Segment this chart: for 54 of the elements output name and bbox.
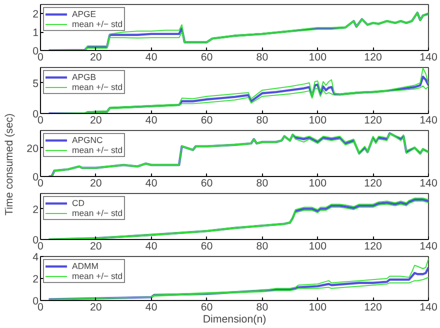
x-tick-label: 140 — [420, 114, 438, 126]
legend-label: mean +/− std — [72, 271, 123, 281]
x-tick-label: 40 — [145, 52, 158, 64]
x-tick-label: 100 — [308, 178, 327, 190]
y-axis-title: Time consumed (sec) — [3, 113, 16, 216]
legend-label: mean +/− std — [72, 208, 123, 218]
y-tick-label: 2 — [32, 204, 39, 216]
legend-label: APGB — [72, 72, 96, 82]
x-tick-label: 60 — [200, 52, 213, 64]
y-tick-label: 1 — [32, 27, 39, 40]
x-tick-label: 100 — [308, 302, 327, 314]
x-tick-label: 60 — [200, 240, 213, 252]
x-tick-label: 40 — [145, 240, 158, 252]
x-tick-label: 60 — [200, 178, 213, 190]
x-tick-label: 120 — [364, 302, 382, 314]
x-axis-title: Dimension(n) — [202, 314, 266, 326]
x-tick-label: 20 — [90, 114, 102, 126]
x-tick-label: 100 — [308, 114, 327, 126]
x-tick-label: 80 — [256, 240, 268, 252]
legend-label: mean +/− std — [72, 145, 123, 155]
x-tick-label: 80 — [256, 178, 268, 190]
legend-label: CD — [72, 198, 86, 208]
legend-label: APGE — [72, 9, 96, 19]
x-tick-label: 20 — [90, 52, 102, 64]
x-tick-label: 140 — [420, 178, 438, 190]
x-tick-label: 120 — [364, 52, 382, 64]
x-tick-label: 60 — [200, 114, 213, 126]
x-tick-label: 20 — [90, 302, 102, 314]
legend-label: ADMM — [72, 261, 98, 271]
x-tick-label: 80 — [256, 114, 268, 126]
y-tick-label: 2 — [32, 274, 39, 286]
x-tick-label: 100 — [308, 240, 327, 252]
x-tick-label: 20 — [90, 178, 102, 190]
x-tick-label: 60 — [200, 302, 213, 314]
x-tick-label: 120 — [364, 114, 382, 126]
x-tick-label: 140 — [420, 240, 438, 252]
x-tick-label: 100 — [308, 52, 327, 64]
x-tick-label: 40 — [145, 302, 158, 314]
x-tick-label: 140 — [420, 302, 438, 314]
y-tick-label: 4 — [32, 252, 39, 264]
x-tick-label: 140 — [420, 52, 438, 64]
y-tick-label: 5 — [32, 78, 39, 90]
x-tick-label: 20 — [90, 240, 102, 252]
legend-label: mean +/− std — [72, 82, 123, 92]
y-tick-label: 20 — [26, 142, 39, 155]
y-tick-label: 2 — [32, 8, 39, 21]
legend-label: APGNC — [72, 135, 103, 145]
x-tick-label: 80 — [256, 302, 268, 314]
x-tick-label: 80 — [256, 52, 268, 64]
x-tick-label: 40 — [145, 178, 158, 190]
x-tick-label: 120 — [364, 240, 382, 252]
x-tick-label: 120 — [364, 178, 382, 190]
legend-label: mean +/− std — [72, 19, 123, 29]
x-tick-label: 40 — [145, 114, 158, 126]
